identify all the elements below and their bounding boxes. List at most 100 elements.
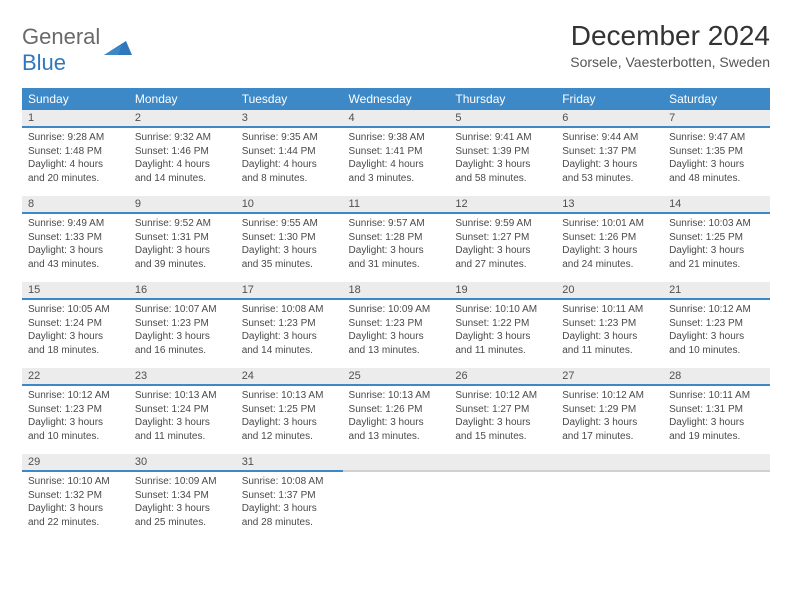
day-line: and 13 minutes. bbox=[349, 430, 444, 444]
day-line: Sunset: 1:27 PM bbox=[455, 403, 550, 417]
day-details: Sunrise: 9:57 AMSunset: 1:28 PMDaylight:… bbox=[343, 214, 450, 275]
day-line: and 3 minutes. bbox=[349, 172, 444, 186]
day-line: Daylight: 3 hours bbox=[135, 416, 230, 430]
day-line: Daylight: 3 hours bbox=[28, 502, 123, 516]
day-line: and 27 minutes. bbox=[455, 258, 550, 272]
day-line: Sunrise: 10:03 AM bbox=[669, 217, 764, 231]
day-line: and 22 minutes. bbox=[28, 516, 123, 530]
day-line: Sunset: 1:30 PM bbox=[242, 231, 337, 245]
title-block: December 2024 Sorsele, Vaesterbotten, Sw… bbox=[570, 20, 770, 70]
day-number bbox=[663, 454, 770, 472]
day-line: and 48 minutes. bbox=[669, 172, 764, 186]
calendar-cell: 3Sunrise: 9:35 AMSunset: 1:44 PMDaylight… bbox=[236, 110, 343, 196]
day-line: Sunset: 1:48 PM bbox=[28, 145, 123, 159]
day-number: 22 bbox=[22, 368, 129, 386]
weekday-header: Thursday bbox=[449, 88, 556, 110]
day-details: Sunrise: 9:32 AMSunset: 1:46 PMDaylight:… bbox=[129, 128, 236, 189]
day-line: Sunset: 1:31 PM bbox=[135, 231, 230, 245]
day-details: Sunrise: 10:12 AMSunset: 1:27 PMDaylight… bbox=[449, 386, 556, 447]
day-line: and 8 minutes. bbox=[242, 172, 337, 186]
brand-text: General Blue bbox=[22, 24, 100, 76]
header: General Blue December 2024 Sorsele, Vaes… bbox=[22, 20, 770, 76]
day-line: and 19 minutes. bbox=[669, 430, 764, 444]
day-line: Sunrise: 10:08 AM bbox=[242, 475, 337, 489]
calendar-cell: 20Sunrise: 10:11 AMSunset: 1:23 PMDaylig… bbox=[556, 282, 663, 368]
day-details: Sunrise: 9:55 AMSunset: 1:30 PMDaylight:… bbox=[236, 214, 343, 275]
day-line: Sunrise: 9:28 AM bbox=[28, 131, 123, 145]
calendar-cell bbox=[663, 454, 770, 540]
day-line: Sunrise: 10:12 AM bbox=[669, 303, 764, 317]
day-line: Sunset: 1:25 PM bbox=[242, 403, 337, 417]
day-details bbox=[449, 472, 556, 522]
day-line: Daylight: 3 hours bbox=[242, 244, 337, 258]
calendar-cell: 30Sunrise: 10:09 AMSunset: 1:34 PMDaylig… bbox=[129, 454, 236, 540]
day-details: Sunrise: 10:13 AMSunset: 1:24 PMDaylight… bbox=[129, 386, 236, 447]
day-line: and 25 minutes. bbox=[135, 516, 230, 530]
weekday-header: Friday bbox=[556, 88, 663, 110]
brand-top: General bbox=[22, 24, 100, 49]
calendar-cell: 27Sunrise: 10:12 AMSunset: 1:29 PMDaylig… bbox=[556, 368, 663, 454]
day-number: 9 bbox=[129, 196, 236, 214]
calendar-cell: 17Sunrise: 10:08 AMSunset: 1:23 PMDaylig… bbox=[236, 282, 343, 368]
calendar-week-row: 15Sunrise: 10:05 AMSunset: 1:24 PMDaylig… bbox=[22, 282, 770, 368]
day-details: Sunrise: 9:35 AMSunset: 1:44 PMDaylight:… bbox=[236, 128, 343, 189]
day-line: Sunset: 1:31 PM bbox=[669, 403, 764, 417]
day-line: Daylight: 3 hours bbox=[28, 416, 123, 430]
day-details: Sunrise: 10:12 AMSunset: 1:29 PMDaylight… bbox=[556, 386, 663, 447]
calendar-cell: 21Sunrise: 10:12 AMSunset: 1:23 PMDaylig… bbox=[663, 282, 770, 368]
calendar-table: SundayMondayTuesdayWednesdayThursdayFrid… bbox=[22, 88, 770, 540]
day-line: Sunrise: 10:01 AM bbox=[562, 217, 657, 231]
calendar-week-row: 29Sunrise: 10:10 AMSunset: 1:32 PMDaylig… bbox=[22, 454, 770, 540]
day-line: Sunset: 1:32 PM bbox=[28, 489, 123, 503]
calendar-body: 1Sunrise: 9:28 AMSunset: 1:48 PMDaylight… bbox=[22, 110, 770, 540]
day-number: 7 bbox=[663, 110, 770, 128]
day-line: Sunset: 1:37 PM bbox=[562, 145, 657, 159]
day-line: Daylight: 3 hours bbox=[669, 158, 764, 172]
month-title: December 2024 bbox=[570, 20, 770, 52]
day-details: Sunrise: 10:13 AMSunset: 1:26 PMDaylight… bbox=[343, 386, 450, 447]
day-line: Daylight: 3 hours bbox=[455, 330, 550, 344]
weekday-header-row: SundayMondayTuesdayWednesdayThursdayFrid… bbox=[22, 88, 770, 110]
calendar-cell: 6Sunrise: 9:44 AMSunset: 1:37 PMDaylight… bbox=[556, 110, 663, 196]
day-line: and 35 minutes. bbox=[242, 258, 337, 272]
day-line: Sunset: 1:28 PM bbox=[349, 231, 444, 245]
day-line: Daylight: 3 hours bbox=[562, 416, 657, 430]
day-line: Sunrise: 10:11 AM bbox=[562, 303, 657, 317]
day-number: 20 bbox=[556, 282, 663, 300]
day-line: and 24 minutes. bbox=[562, 258, 657, 272]
day-line: Daylight: 3 hours bbox=[455, 416, 550, 430]
day-details: Sunrise: 10:12 AMSunset: 1:23 PMDaylight… bbox=[22, 386, 129, 447]
day-line: Sunset: 1:27 PM bbox=[455, 231, 550, 245]
day-line: and 20 minutes. bbox=[28, 172, 123, 186]
day-details: Sunrise: 9:41 AMSunset: 1:39 PMDaylight:… bbox=[449, 128, 556, 189]
day-line: Daylight: 4 hours bbox=[349, 158, 444, 172]
day-details: Sunrise: 10:08 AMSunset: 1:23 PMDaylight… bbox=[236, 300, 343, 361]
calendar-cell: 2Sunrise: 9:32 AMSunset: 1:46 PMDaylight… bbox=[129, 110, 236, 196]
day-line: Sunset: 1:23 PM bbox=[349, 317, 444, 331]
day-line: Sunrise: 10:09 AM bbox=[135, 475, 230, 489]
day-line: Sunrise: 9:47 AM bbox=[669, 131, 764, 145]
day-number: 11 bbox=[343, 196, 450, 214]
day-line: Daylight: 3 hours bbox=[28, 244, 123, 258]
day-details bbox=[663, 472, 770, 522]
day-line: Daylight: 3 hours bbox=[562, 330, 657, 344]
day-line: Daylight: 3 hours bbox=[135, 502, 230, 516]
day-line: Sunrise: 10:13 AM bbox=[135, 389, 230, 403]
day-number: 28 bbox=[663, 368, 770, 386]
day-line: Daylight: 3 hours bbox=[242, 502, 337, 516]
day-details: Sunrise: 10:10 AMSunset: 1:32 PMDaylight… bbox=[22, 472, 129, 533]
calendar-cell: 8Sunrise: 9:49 AMSunset: 1:33 PMDaylight… bbox=[22, 196, 129, 282]
day-line: and 39 minutes. bbox=[135, 258, 230, 272]
day-line: Sunrise: 10:09 AM bbox=[349, 303, 444, 317]
day-number: 4 bbox=[343, 110, 450, 128]
calendar-cell: 25Sunrise: 10:13 AMSunset: 1:26 PMDaylig… bbox=[343, 368, 450, 454]
day-number: 15 bbox=[22, 282, 129, 300]
weekday-header: Tuesday bbox=[236, 88, 343, 110]
day-line: Daylight: 3 hours bbox=[135, 330, 230, 344]
day-number: 5 bbox=[449, 110, 556, 128]
day-details: Sunrise: 10:11 AMSunset: 1:23 PMDaylight… bbox=[556, 300, 663, 361]
day-line: Sunset: 1:35 PM bbox=[669, 145, 764, 159]
day-line: Daylight: 3 hours bbox=[455, 244, 550, 258]
day-details: Sunrise: 10:07 AMSunset: 1:23 PMDaylight… bbox=[129, 300, 236, 361]
day-line: Sunset: 1:41 PM bbox=[349, 145, 444, 159]
